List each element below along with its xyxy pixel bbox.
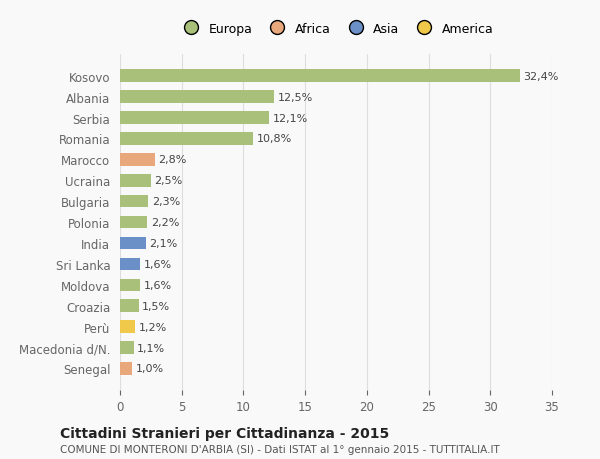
- Bar: [120, 154, 155, 166]
- Text: 12,1%: 12,1%: [273, 113, 308, 123]
- Bar: [120, 279, 140, 291]
- Bar: [120, 341, 134, 354]
- Bar: [120, 300, 139, 312]
- Bar: [120, 196, 148, 208]
- Text: 1,6%: 1,6%: [143, 259, 172, 269]
- Text: COMUNE DI MONTERONI D'ARBIA (SI) - Dati ISTAT al 1° gennaio 2015 - TUTTITALIA.IT: COMUNE DI MONTERONI D'ARBIA (SI) - Dati …: [60, 444, 500, 454]
- Text: 1,0%: 1,0%: [136, 364, 164, 374]
- Text: 1,6%: 1,6%: [143, 280, 172, 290]
- Text: 12,5%: 12,5%: [278, 92, 313, 102]
- Text: 1,2%: 1,2%: [139, 322, 167, 332]
- Text: 1,5%: 1,5%: [142, 301, 170, 311]
- Bar: [120, 363, 133, 375]
- Bar: [120, 174, 151, 187]
- Bar: [120, 216, 147, 229]
- Text: 1,1%: 1,1%: [137, 343, 166, 353]
- Text: 2,3%: 2,3%: [152, 197, 181, 207]
- Text: 2,8%: 2,8%: [158, 155, 187, 165]
- Text: 2,1%: 2,1%: [149, 239, 178, 248]
- Text: Cittadini Stranieri per Cittadinanza - 2015: Cittadini Stranieri per Cittadinanza - 2…: [60, 426, 389, 440]
- Text: 2,5%: 2,5%: [155, 176, 183, 186]
- Text: 10,8%: 10,8%: [257, 134, 292, 144]
- Text: 32,4%: 32,4%: [524, 72, 559, 82]
- Bar: [120, 321, 135, 333]
- Bar: [120, 70, 520, 83]
- Bar: [120, 112, 269, 124]
- Bar: [120, 133, 253, 146]
- Bar: [120, 258, 140, 271]
- Bar: [120, 91, 274, 104]
- Text: 2,2%: 2,2%: [151, 218, 179, 228]
- Bar: [120, 237, 146, 250]
- Legend: Europa, Africa, Asia, America: Europa, Africa, Asia, America: [173, 18, 499, 41]
